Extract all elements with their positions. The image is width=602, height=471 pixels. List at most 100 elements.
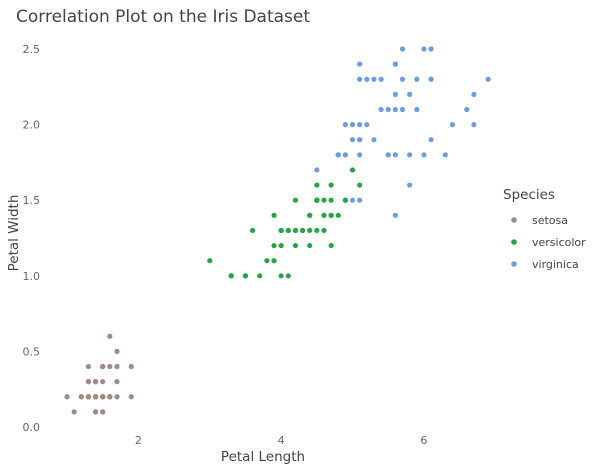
data-point	[328, 212, 334, 218]
data-point	[292, 242, 299, 249]
data-point	[349, 167, 356, 173]
data-point	[349, 137, 356, 143]
data-point	[357, 182, 363, 188]
data-point	[314, 167, 320, 173]
data-point	[307, 227, 313, 234]
data-point	[357, 61, 363, 67]
data-point	[92, 409, 99, 415]
data-point	[328, 182, 334, 188]
x-tick-label: 6	[420, 434, 427, 447]
data-point	[107, 363, 113, 370]
data-point	[392, 152, 398, 158]
data-point	[100, 409, 106, 415]
data-point	[92, 379, 99, 385]
data-point	[357, 152, 363, 158]
legend: Species setosa versicolor virginica	[503, 187, 586, 271]
data-point	[285, 227, 291, 234]
data-point	[100, 379, 106, 385]
data-point	[85, 394, 92, 400]
data-point	[364, 76, 370, 82]
data-point	[399, 76, 406, 82]
chart-title: Correlation Plot on the Iris Dataset	[16, 7, 310, 27]
data-point	[385, 106, 391, 113]
data-point	[321, 227, 327, 234]
data-point	[428, 46, 434, 52]
data-point	[335, 152, 341, 158]
data-point	[378, 76, 384, 82]
series-virginica	[314, 46, 491, 218]
legend-key-setosa	[511, 217, 517, 223]
data-point	[407, 91, 413, 97]
data-point	[228, 273, 234, 279]
data-point	[278, 273, 284, 279]
data-point	[271, 258, 277, 264]
data-point	[314, 182, 320, 188]
data-point	[114, 394, 120, 400]
data-point	[321, 212, 327, 218]
y-tick-label: 0.0	[23, 421, 41, 434]
x-tick-label: 4	[278, 434, 285, 447]
data-point	[92, 394, 99, 400]
data-point	[114, 348, 120, 354]
data-point	[78, 394, 84, 400]
data-point	[428, 76, 434, 82]
data-point	[307, 242, 313, 249]
x-axis-ticks: 2 4 6	[135, 434, 428, 447]
y-tick-label: 2.0	[23, 119, 41, 132]
data-point	[314, 197, 320, 203]
data-point	[264, 258, 270, 264]
y-axis-ticks: 0.0 0.5 1.0 1.5 2.0 2.5	[23, 43, 41, 434]
data-point	[250, 227, 256, 234]
data-point	[128, 394, 134, 400]
data-point	[392, 61, 398, 67]
data-point	[421, 46, 427, 52]
data-point	[107, 394, 113, 400]
data-point	[292, 227, 299, 234]
legend-key-versicolor	[511, 239, 517, 245]
data-point	[100, 394, 106, 400]
data-point	[464, 106, 470, 113]
data-point	[399, 106, 406, 113]
data-point	[471, 91, 477, 97]
data-point	[407, 182, 413, 188]
data-point	[357, 197, 363, 203]
data-point	[114, 379, 120, 385]
data-point	[314, 227, 320, 234]
data-point	[107, 333, 113, 339]
data-point	[328, 242, 334, 249]
data-point	[335, 212, 341, 218]
data-point	[328, 197, 334, 203]
data-point	[342, 122, 349, 128]
data-point	[371, 137, 377, 143]
x-tick-label: 2	[135, 434, 142, 447]
data-point	[100, 363, 106, 370]
y-axis-title: Petal Width	[6, 195, 22, 272]
data-point	[357, 76, 363, 82]
legend-label-virginica: virginica	[532, 258, 579, 271]
data-point	[385, 152, 391, 158]
data-point	[349, 197, 356, 203]
y-tick-label: 2.5	[23, 43, 41, 56]
legend-label-setosa: setosa	[532, 214, 568, 227]
data-point	[85, 363, 92, 370]
data-point	[407, 152, 413, 158]
y-tick-label: 1.5	[23, 194, 41, 207]
series-setosa	[64, 333, 134, 415]
data-point	[257, 273, 263, 279]
legend-key-virginica	[511, 261, 517, 267]
data-point	[392, 91, 398, 97]
plot-area	[64, 46, 491, 415]
data-point	[485, 76, 491, 82]
data-point	[278, 227, 284, 234]
data-point	[421, 152, 427, 158]
data-point	[357, 122, 363, 128]
data-point	[349, 122, 356, 128]
data-point	[399, 46, 406, 52]
data-point	[278, 242, 284, 249]
data-point	[357, 137, 363, 143]
data-point	[85, 379, 92, 385]
data-point	[71, 409, 77, 415]
data-point	[242, 273, 249, 279]
legend-title: Species	[503, 187, 555, 203]
